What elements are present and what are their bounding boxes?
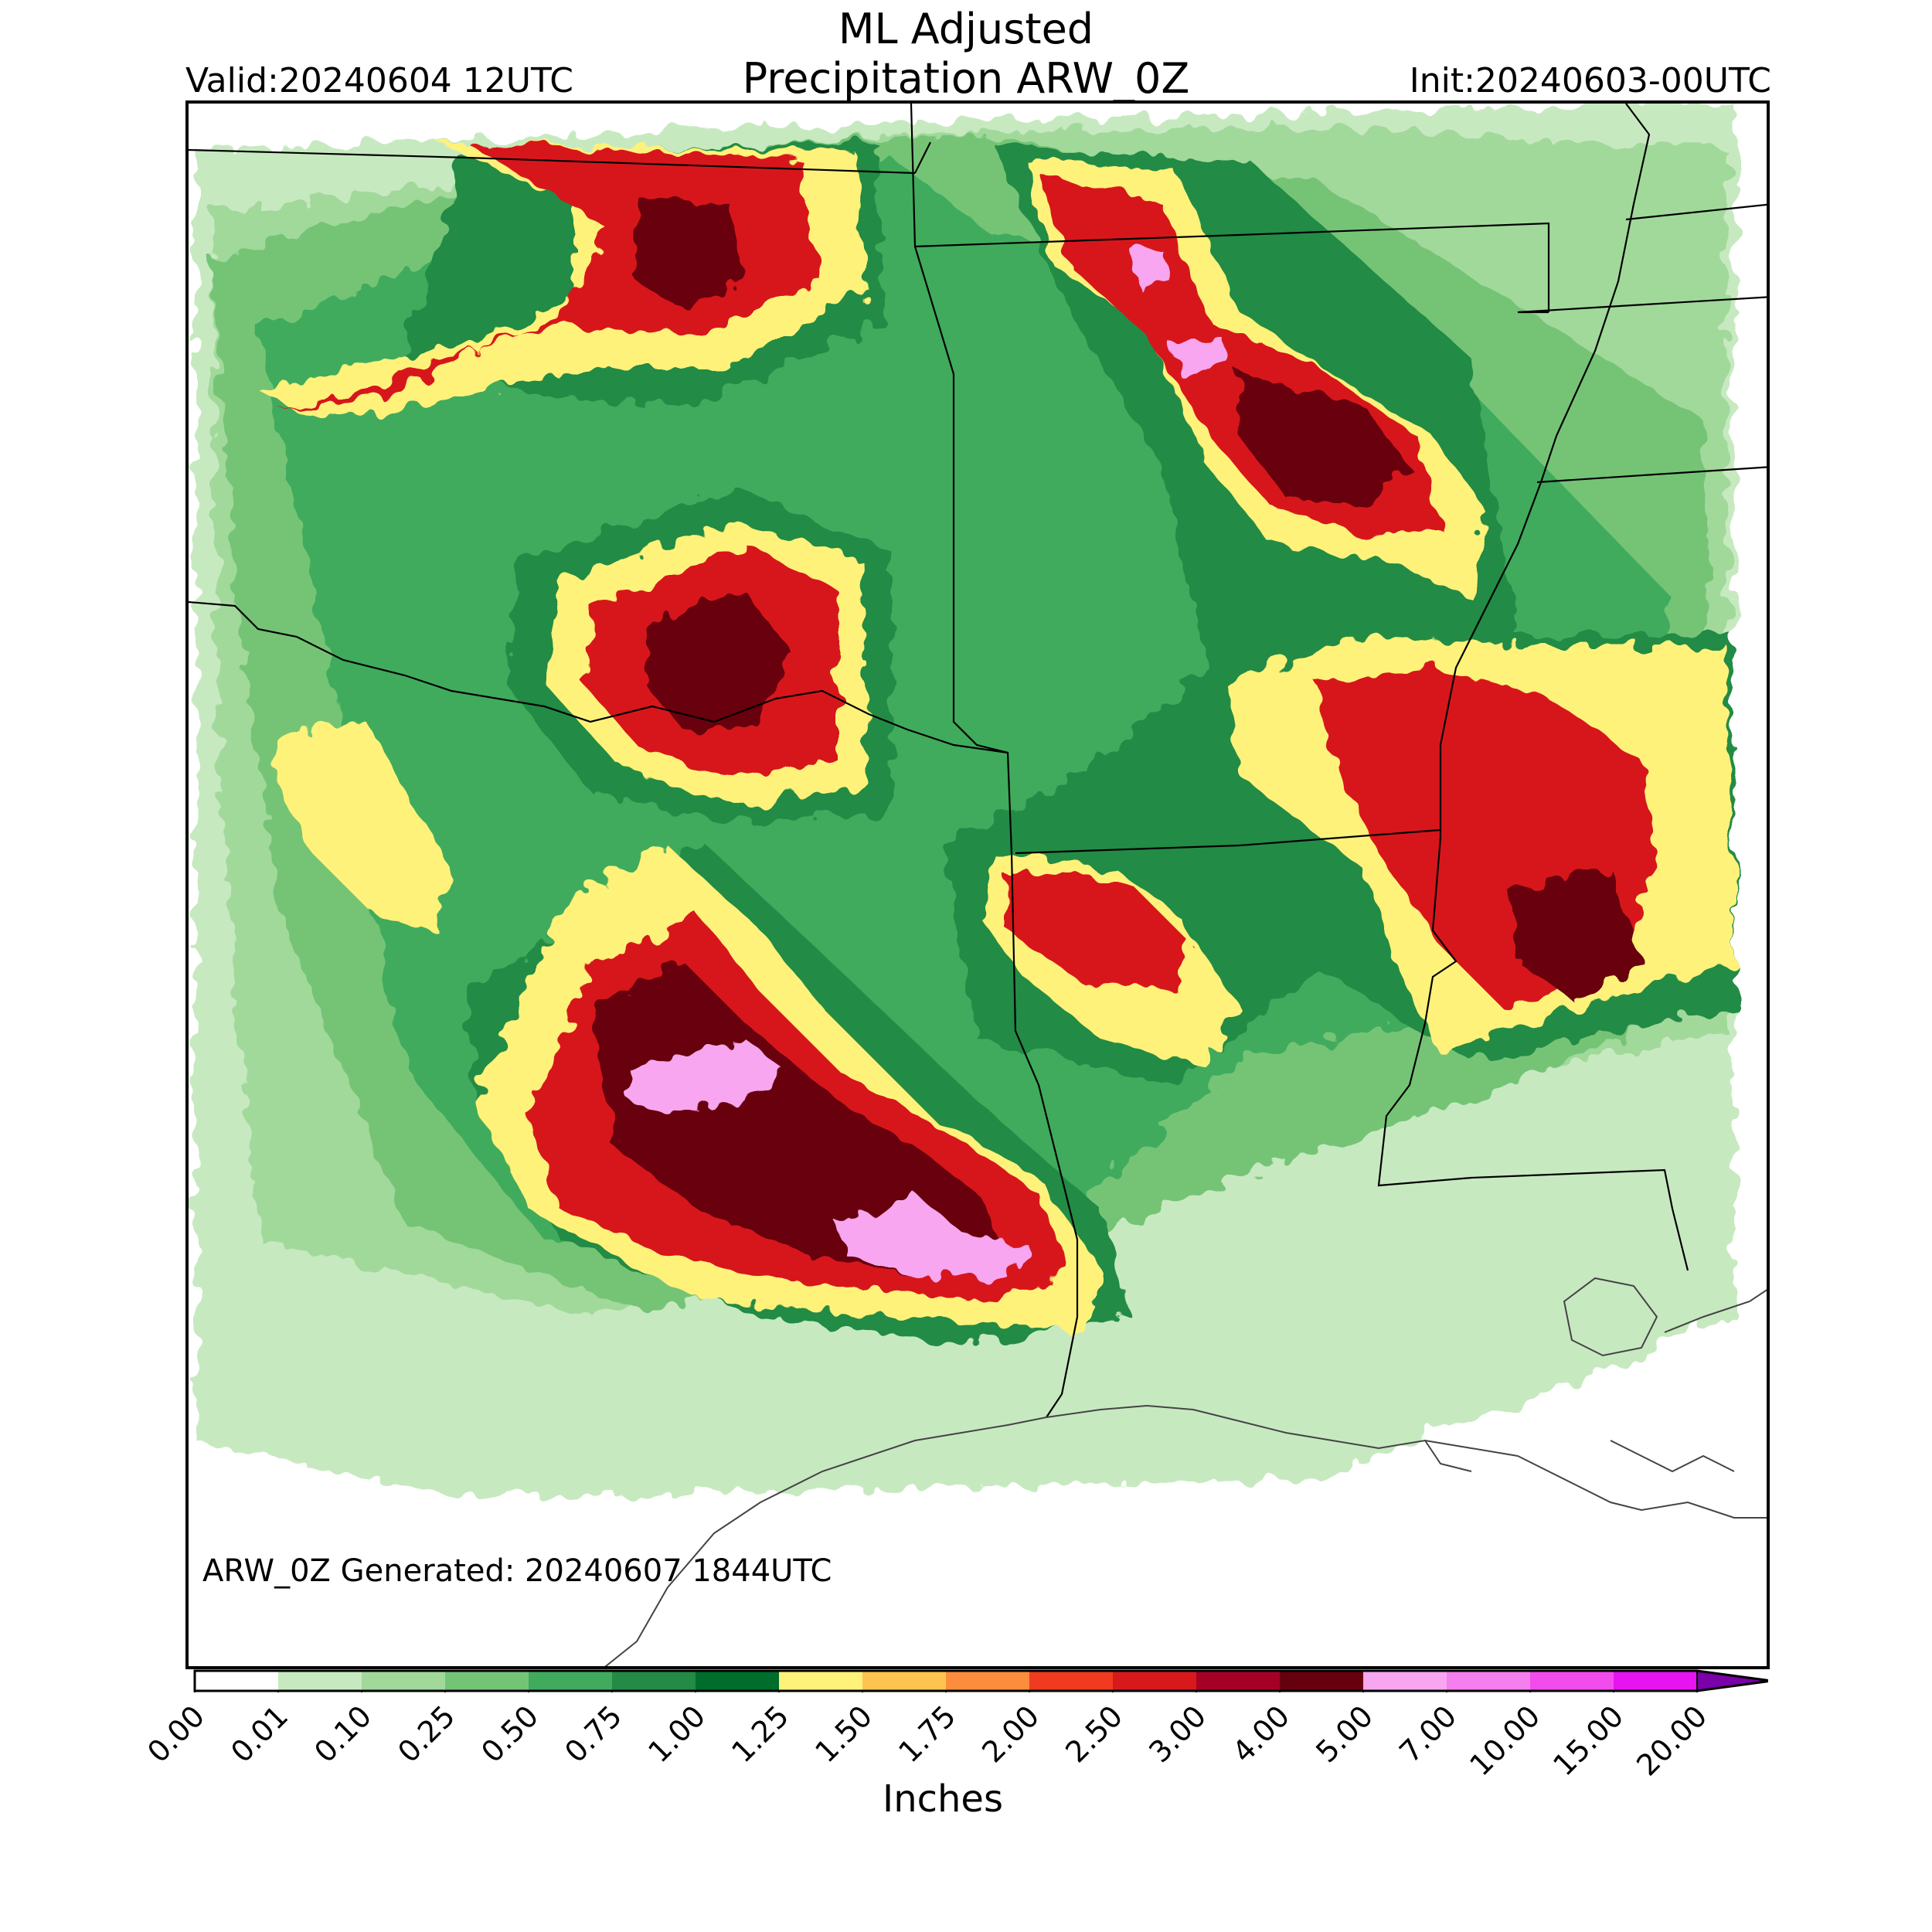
boundary-line xyxy=(1517,296,1767,314)
colorbar-segment xyxy=(1530,1671,1614,1691)
colorbar-tick-label: 4.00 xyxy=(1226,1699,1297,1770)
colorbar-segment xyxy=(445,1671,529,1691)
colorbar-extension xyxy=(1696,1669,1768,1692)
precip-area-pink xyxy=(1131,250,1170,289)
precip-area-pink xyxy=(629,1039,784,1116)
boundary-line xyxy=(189,148,916,175)
coastline-line xyxy=(1424,1440,1472,1472)
boundary-line xyxy=(1536,466,1767,484)
colorbar-tick-label: 20.00 xyxy=(1630,1699,1714,1783)
init-time-label: Init:20240603-00UTC xyxy=(1409,61,1771,100)
precip-area-maroon xyxy=(1510,869,1641,1000)
precip-area-maroon xyxy=(1240,374,1410,505)
precip-area-pink xyxy=(1170,339,1232,374)
colorbar-segment xyxy=(529,1671,612,1691)
colorbar-segment xyxy=(1196,1671,1280,1691)
colorbar-tick-label: 5.00 xyxy=(1309,1699,1380,1770)
coastline-line xyxy=(1517,1455,1767,1519)
colorbar-segment xyxy=(1447,1671,1530,1691)
boundary-line xyxy=(914,141,931,174)
boundary-line xyxy=(910,104,1079,1418)
chart-title-line1: ML Adjusted xyxy=(838,5,1094,53)
chart-title-line2: Precipitation ARW_0Z xyxy=(742,54,1190,103)
colorbar-tick-label: 7.00 xyxy=(1393,1699,1464,1770)
colorbar-tick-label: 15.00 xyxy=(1546,1699,1631,1783)
colorbar-tick-label: 10.00 xyxy=(1463,1699,1547,1783)
coastline xyxy=(604,1277,1767,1666)
coastline-line xyxy=(1563,1277,1658,1357)
precip-area-maroon xyxy=(645,590,791,730)
colorbar-segment xyxy=(1113,1671,1196,1691)
colorbar-segment xyxy=(862,1671,946,1691)
colorbar-tick-label: 1.75 xyxy=(892,1699,963,1770)
coastline-line xyxy=(1610,1440,1735,1473)
colorbar-segment xyxy=(278,1671,362,1691)
colorbar-tick-label: 1.50 xyxy=(808,1699,879,1770)
colorbar-tick-label: 0.25 xyxy=(391,1699,462,1770)
colorbar-tick-label: 2.00 xyxy=(975,1699,1046,1770)
precip-area-yellow xyxy=(274,722,451,930)
colorbar-tick-label: 1.00 xyxy=(641,1699,713,1770)
colorbar-outline xyxy=(193,1669,1768,1692)
boundary-line xyxy=(1625,203,1767,221)
coastline-line xyxy=(1664,1289,1767,1333)
colorbar-tick-label: 0.75 xyxy=(558,1699,629,1770)
precip-area-red xyxy=(1008,869,1193,992)
colorbar-segment xyxy=(1280,1671,1363,1691)
colorbar-segment xyxy=(195,1671,278,1691)
colorbar-segment xyxy=(779,1671,862,1691)
boundary-line xyxy=(189,600,1009,754)
colorbar-tick-label: 1.25 xyxy=(725,1699,796,1770)
colorbar-tick-label: 0.00 xyxy=(141,1699,212,1770)
precip-field xyxy=(196,104,1734,1498)
colorbar-label: Inches xyxy=(883,1777,1003,1821)
generated-timestamp: ARW_0Z Generated: 20240607 1844UTC xyxy=(202,1553,832,1589)
colorbar-segment xyxy=(1363,1671,1447,1691)
coastline-line xyxy=(604,1404,1519,1666)
boundary-line xyxy=(1015,828,1441,855)
colorbar-segment xyxy=(1029,1671,1113,1691)
colorbar-segment xyxy=(946,1671,1029,1691)
colorbar-tick-label: 0.10 xyxy=(308,1699,379,1770)
valid-time-label: Valid:20240604 12UTC xyxy=(185,61,574,100)
precipitation-map xyxy=(189,104,1767,1666)
precip-area-pink xyxy=(838,1193,1031,1278)
colorbar-segment xyxy=(696,1671,779,1691)
map-panel xyxy=(185,100,1770,1669)
colorbar-segment xyxy=(362,1671,445,1691)
precip-area-maroon xyxy=(637,196,745,312)
boundary-line xyxy=(914,222,1550,312)
colorbar-tick-label: 3.00 xyxy=(1142,1699,1213,1770)
state-boundaries xyxy=(189,104,1767,1418)
boundary-line xyxy=(1439,104,1651,838)
colorbar-tick-label: 0.50 xyxy=(474,1699,546,1770)
colorbar-segment xyxy=(612,1671,696,1691)
colorbar-segment xyxy=(1614,1671,1697,1691)
colorbar xyxy=(193,1669,1768,1692)
colorbar-tick-label: 2.50 xyxy=(1059,1699,1130,1770)
boundary-line xyxy=(1377,837,1689,1271)
colorbar-tick-label: 0.01 xyxy=(224,1699,295,1770)
